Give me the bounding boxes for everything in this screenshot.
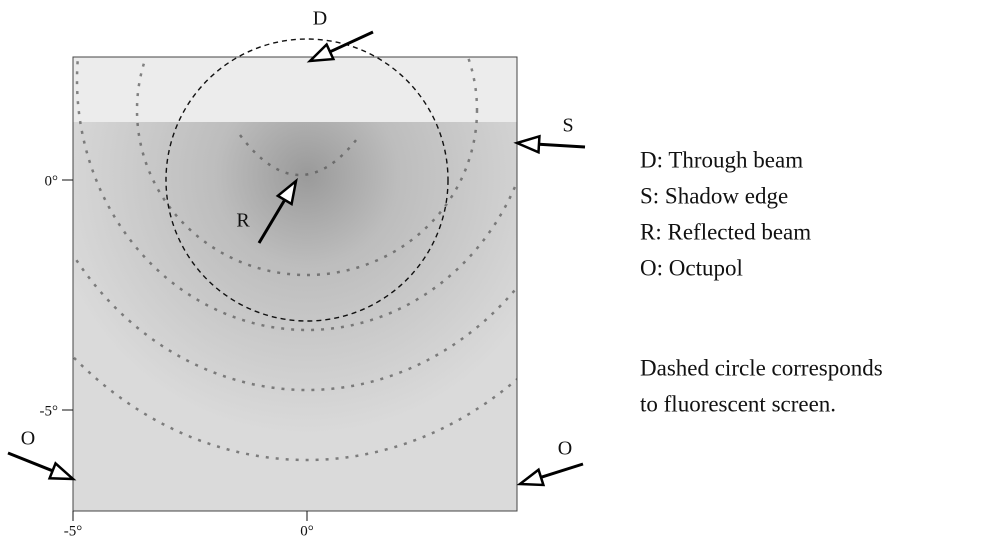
marker-label: R <box>236 210 250 232</box>
marker-label: D <box>313 8 327 30</box>
diffraction-image <box>0 0 667 511</box>
arrow-shaft <box>539 144 585 147</box>
legend-item: S: Shadow edge <box>640 183 788 208</box>
arrow-head <box>517 136 539 152</box>
marker-label: O <box>21 428 35 450</box>
figure: 0° -5° -5° 0° D S R O O D: Through beam … <box>0 0 982 541</box>
marker-label: S <box>562 115 573 137</box>
arrow-head <box>520 470 543 485</box>
arrow-shaft <box>541 464 583 477</box>
legend-item: D: Through beam <box>640 147 803 172</box>
marker-label: O <box>558 438 572 460</box>
x-tick-label: -5° <box>64 523 83 539</box>
legend-note: to fluorescent screen. <box>640 391 836 416</box>
legend-item: O: Octupol <box>640 255 743 280</box>
legend-item: R: Reflected beam <box>640 219 811 244</box>
x-tick-label: 0° <box>300 523 314 539</box>
y-tick-label: -5° <box>40 403 59 419</box>
arrow-shaft <box>8 453 53 471</box>
arrow-head <box>310 45 333 61</box>
arrow-head <box>50 463 73 479</box>
legend-note: Dashed circle corresponds <box>640 355 883 380</box>
y-tick-label: 0° <box>45 173 59 189</box>
